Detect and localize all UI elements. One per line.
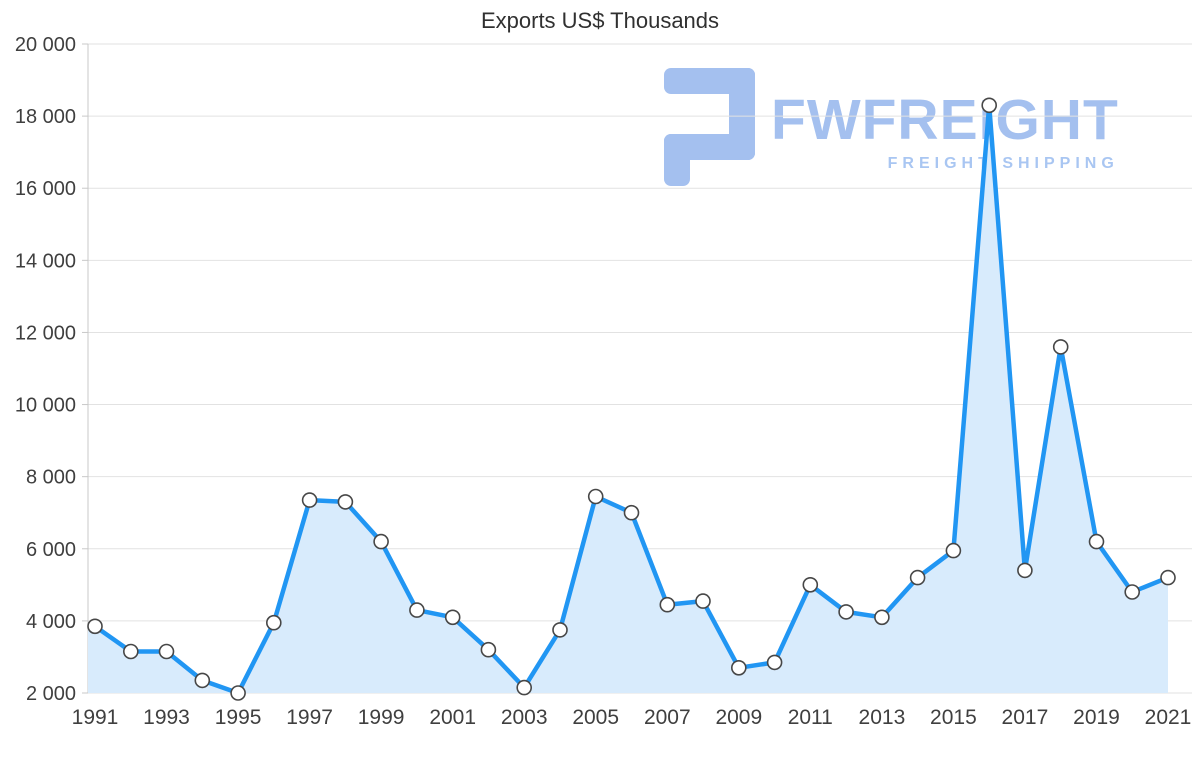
watermark: FWFREIGHT FREIGHT SHIPPING (650, 68, 1119, 186)
data-point-1998[interactable] (337, 494, 354, 510)
y-axis-label: 20 000 (15, 34, 76, 56)
data-point-2005[interactable] (587, 488, 604, 505)
x-axis-label: 2019 (1073, 706, 1120, 729)
x-axis-label: 2017 (1002, 706, 1049, 729)
data-point-2016[interactable] (981, 97, 998, 114)
data-point-2001[interactable] (444, 609, 461, 626)
x-axis-label: 2007 (644, 706, 691, 729)
x-axis-label: 2011 (788, 706, 833, 729)
data-point-2011[interactable] (802, 576, 819, 593)
x-axis-label: 1991 (72, 706, 119, 729)
data-point-2003[interactable] (516, 679, 533, 696)
y-axis-label: 4 000 (26, 611, 76, 633)
x-axis-label: 2001 (429, 706, 476, 729)
data-point-2010[interactable] (766, 654, 783, 671)
data-point-2002[interactable] (480, 641, 497, 658)
data-point-2020[interactable] (1124, 584, 1140, 600)
y-axis-label: 10 000 (15, 395, 76, 417)
data-point-2019[interactable] (1088, 533, 1105, 550)
data-point-2007[interactable] (659, 596, 676, 613)
data-point-1996[interactable] (265, 614, 282, 631)
x-axis-label: 2009 (715, 706, 762, 729)
data-point-2021[interactable] (1160, 569, 1176, 586)
data-point-1993[interactable] (158, 643, 175, 660)
y-axis-label: 18 000 (15, 106, 76, 128)
data-point-2006[interactable] (623, 504, 640, 521)
y-axis-label: 16 000 (15, 178, 76, 200)
x-axis-label: 1995 (215, 706, 262, 729)
series-area-fill (88, 105, 1168, 694)
watermark-text: FWFREIGHT FREIGHT SHIPPING (771, 92, 1119, 173)
fwfreight-logo-icon (664, 68, 755, 186)
data-point-2000[interactable] (409, 602, 425, 618)
data-point-2014[interactable] (909, 569, 926, 586)
data-point-2015[interactable] (945, 542, 962, 559)
data-point-2013[interactable] (874, 609, 890, 626)
data-point-1994[interactable] (194, 672, 211, 689)
data-point-1995[interactable] (230, 685, 246, 701)
x-axis-label: 1993 (143, 706, 190, 729)
x-axis-label: 2003 (501, 706, 548, 729)
watermark-subtitle: FREIGHT SHIPPING (887, 155, 1119, 172)
watermark-brand: FWFREIGHT (771, 88, 1119, 152)
data-point-2004[interactable] (552, 622, 568, 638)
x-axis-label: 2015 (930, 706, 977, 729)
x-axis-label: 2021 (1145, 706, 1192, 729)
x-axis-label: 1999 (358, 706, 405, 729)
chart-title: Exports US$ Thousands (480, 8, 720, 33)
data-point-2008[interactable] (695, 593, 711, 609)
y-axis-label: 2 000 (26, 683, 76, 705)
data-point-2018[interactable] (1052, 339, 1069, 355)
data-point-1991[interactable] (87, 618, 103, 635)
x-axis-label: 1997 (286, 706, 333, 729)
y-axis-label: 12 000 (15, 322, 76, 344)
y-axis-label: 6 000 (26, 539, 76, 561)
data-point-2017[interactable] (1017, 562, 1033, 579)
data-point-1999[interactable] (373, 533, 389, 550)
data-point-2009[interactable] (730, 659, 747, 676)
data-point-2012[interactable] (838, 604, 854, 620)
x-axis-label: 2013 (859, 706, 906, 729)
y-axis-label: 14 000 (15, 250, 76, 272)
x-axis-label: 2005 (572, 706, 619, 729)
data-point-1992[interactable] (123, 643, 139, 660)
y-axis-label: 8 000 (26, 467, 76, 489)
data-point-1997[interactable] (301, 492, 318, 508)
